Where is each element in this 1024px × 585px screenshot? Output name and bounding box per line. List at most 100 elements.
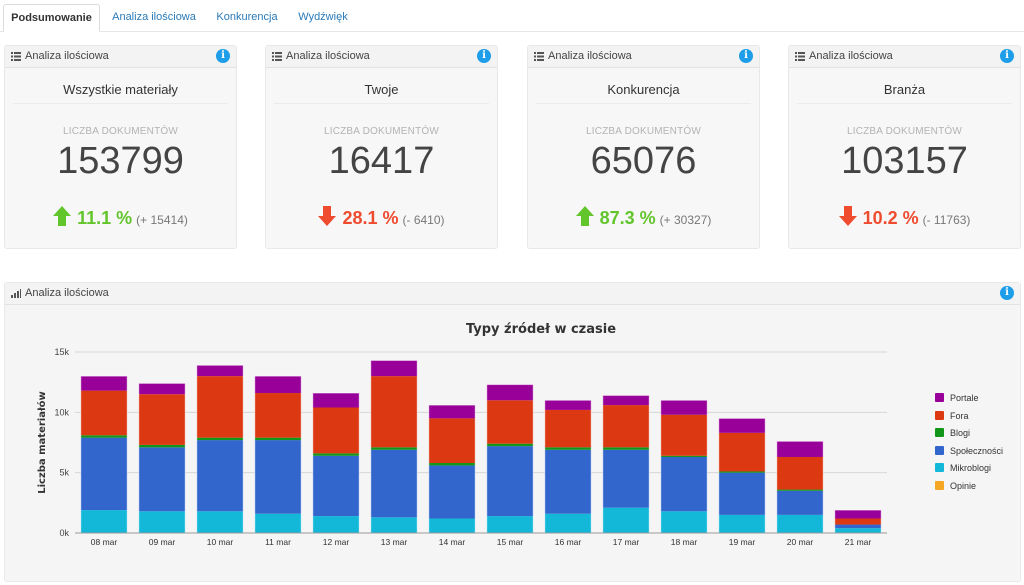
divider bbox=[536, 103, 751, 104]
bar-segment bbox=[544, 400, 592, 410]
info-icon[interactable]: i bbox=[739, 49, 753, 63]
list-icon bbox=[795, 52, 805, 61]
tab-bar: Podsumowanie Analiza ilościowa Konkurenc… bbox=[0, 0, 1024, 32]
stat-name: Branża bbox=[883, 82, 926, 97]
stat-card-twoje: Analiza ilościowa i Twoje LICZBA DOKUMEN… bbox=[265, 45, 498, 249]
bar-segment bbox=[196, 511, 244, 533]
bar-segment bbox=[254, 437, 302, 441]
arrow-down-icon bbox=[838, 206, 857, 226]
info-icon[interactable]: i bbox=[1000, 49, 1014, 63]
stat-diff: (+ 15414) bbox=[136, 213, 188, 227]
stat-value: 103157 bbox=[841, 140, 968, 182]
stat-name: Konkurencja bbox=[607, 82, 680, 97]
legend-swatch bbox=[935, 445, 944, 455]
y-tick-label: 15k bbox=[54, 347, 69, 357]
bar-segment bbox=[254, 393, 302, 438]
panel-title: Analiza ilościowa bbox=[548, 50, 632, 62]
bar-segment bbox=[486, 446, 534, 517]
legend-label: Portale bbox=[950, 393, 979, 403]
divider bbox=[13, 103, 228, 104]
bar-segment bbox=[196, 440, 244, 512]
bar-segment bbox=[718, 432, 766, 472]
bar-segment bbox=[428, 463, 476, 466]
panel-title: Analiza ilościowa bbox=[809, 50, 893, 62]
bar-segment bbox=[370, 517, 418, 533]
x-tick-label: 17 mar bbox=[613, 537, 640, 547]
bar-segment bbox=[776, 490, 824, 515]
bar-segment bbox=[544, 409, 592, 448]
info-icon[interactable]: i bbox=[477, 49, 491, 63]
x-tick-label: 10 mar bbox=[207, 537, 234, 547]
bar-segment bbox=[602, 447, 650, 450]
bar-segment bbox=[428, 518, 476, 533]
bar-segment bbox=[312, 455, 360, 517]
bar-segment bbox=[834, 518, 882, 525]
tab-wydzwiek[interactable]: Wydźwięk bbox=[298, 11, 348, 23]
bar-segment bbox=[312, 453, 360, 456]
bar-segment bbox=[80, 510, 128, 533]
stat-change: 28.1 % (- 6410) bbox=[266, 206, 497, 229]
bar-segment bbox=[486, 384, 534, 401]
bar-segment bbox=[138, 394, 186, 445]
legend-swatch bbox=[935, 480, 944, 490]
x-tick-label: 16 mar bbox=[555, 537, 582, 547]
stat-change: 10.2 % (- 11763) bbox=[789, 206, 1020, 229]
x-tick-label: 09 mar bbox=[149, 537, 176, 547]
x-tick-label: 13 mar bbox=[381, 537, 408, 547]
legend-swatch bbox=[935, 410, 944, 420]
legend-label: Społeczności bbox=[950, 445, 1004, 456]
bar-segment bbox=[660, 400, 708, 415]
arrow-down-icon bbox=[318, 206, 337, 226]
legend-item[interactable]: Opinie bbox=[935, 480, 1003, 498]
bar-segment bbox=[718, 514, 766, 533]
legend-item[interactable]: Blogi bbox=[935, 427, 1003, 445]
stat-sublabel: LICZBA DOKUMENTÓW bbox=[846, 126, 963, 137]
bar-segment bbox=[80, 435, 128, 438]
stat-percent: 87.3 % bbox=[599, 208, 656, 228]
bar-segment bbox=[776, 489, 824, 491]
bar-segment bbox=[544, 513, 592, 533]
bar-segment bbox=[602, 405, 650, 448]
legend-item[interactable]: Portale bbox=[935, 392, 1003, 410]
list-icon bbox=[11, 52, 21, 61]
stat-change: 11.1 % (+ 15414) bbox=[5, 206, 236, 229]
legend-item[interactable]: Fora bbox=[935, 410, 1003, 428]
stat-diff: (- 6410) bbox=[402, 213, 445, 227]
stat-name: Wszystkie materiały bbox=[63, 82, 178, 97]
x-tick-label: 19 mar bbox=[729, 537, 756, 547]
stat-diff: (+ 30327) bbox=[659, 213, 712, 227]
legend-item[interactable]: Mikroblogi bbox=[935, 462, 1003, 480]
stacked-bar-chart: Typy źródeł w czasie 0k 5k 10k 15k Liczba mat… bbox=[36, 322, 887, 547]
panel-title: Analiza ilościowa bbox=[286, 50, 370, 62]
divider bbox=[274, 103, 489, 104]
bar-segment bbox=[660, 414, 708, 456]
bar-segment bbox=[312, 393, 360, 408]
bar-segment bbox=[834, 524, 882, 529]
bar-segment bbox=[196, 376, 244, 438]
legend-swatch bbox=[935, 463, 944, 472]
panel-header: Analiza ilościowa i bbox=[528, 46, 759, 68]
x-tick-label: 21 mar bbox=[845, 537, 872, 547]
legend-item[interactable]: Społeczności bbox=[935, 445, 1003, 463]
tab-podsumowanie[interactable]: Podsumowanie bbox=[3, 4, 100, 32]
bar-segment bbox=[660, 511, 708, 533]
bar-segment bbox=[776, 441, 824, 457]
bar-segment bbox=[80, 390, 128, 436]
bar-segment bbox=[834, 528, 882, 533]
tab-analiza-ilosciowa[interactable]: Analiza ilościowa bbox=[112, 11, 196, 23]
bar-segment bbox=[718, 472, 766, 515]
panel-title: Analiza ilościowa bbox=[25, 287, 109, 299]
bar-segment bbox=[660, 456, 708, 512]
bar-segment bbox=[80, 437, 128, 511]
bar-segment bbox=[486, 443, 534, 447]
info-icon[interactable]: i bbox=[1000, 286, 1014, 300]
signal-bars-icon bbox=[11, 289, 21, 298]
bar-segment bbox=[196, 365, 244, 377]
bar-segment bbox=[718, 418, 766, 433]
arrow-up-icon bbox=[53, 206, 72, 226]
bar-segment bbox=[486, 400, 534, 444]
x-tick-label: 18 mar bbox=[671, 537, 698, 547]
info-icon[interactable]: i bbox=[216, 49, 230, 63]
list-icon bbox=[272, 52, 282, 61]
tab-konkurencja[interactable]: Konkurencja bbox=[216, 11, 278, 23]
